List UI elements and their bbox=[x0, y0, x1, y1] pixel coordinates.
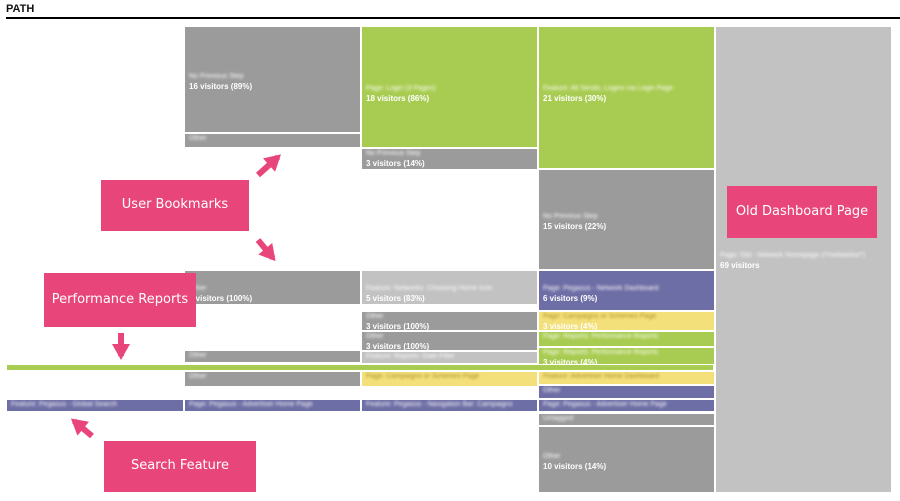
cell-value: 3 visitors (4%) bbox=[543, 358, 598, 365]
cell-label: No Previous Step bbox=[189, 73, 244, 80]
path-cell-c18[interactable]: Page: Campaigns or Schemes Page 3 visitor… bbox=[538, 311, 715, 331]
path-cell-c14[interactable]: Feature: Pegasus - Navigation Bar: Campa… bbox=[361, 399, 538, 412]
cell-value: 3 visitors (4%) bbox=[543, 322, 598, 331]
cell-value: 3 visitors (100%) bbox=[366, 322, 430, 331]
cell-label: No Previous Step bbox=[366, 150, 421, 157]
cell-value: 15 visitors (22%) bbox=[543, 222, 607, 231]
cell-value: 3 visitors (14%) bbox=[366, 159, 425, 168]
cell-value: 69 visitors bbox=[720, 261, 760, 270]
path-cell-c8[interactable]: No Previous Step 3 visitors (14%) bbox=[361, 148, 538, 170]
path-cell-c13[interactable]: Page: Campaigns or Schemes Page bbox=[361, 371, 538, 387]
path-cell-c25[interactable]: Untagged bbox=[538, 413, 715, 426]
path-header: PATH bbox=[6, 3, 900, 19]
cell-label: Other bbox=[543, 387, 561, 394]
cell-label: Page: Reports: Performance Reports bbox=[543, 333, 659, 340]
cell-label: Other bbox=[189, 373, 207, 380]
path-cell-c20[interactable]: Page: Reports: Performance Reports 3 visi… bbox=[538, 347, 715, 365]
path-cell-c6[interactable]: Page: Pegasus - Advertiser Home Page bbox=[184, 399, 361, 412]
path-cell-c11[interactable]: Other 3 visitors (100%) bbox=[361, 331, 538, 351]
path-cell-c5[interactable]: Other bbox=[184, 371, 361, 387]
path-cell-c4[interactable]: Other bbox=[184, 350, 361, 363]
callout-dashboard: Old Dashboard Page bbox=[727, 186, 877, 238]
path-cell-c17[interactable]: Page: Pegasus - Network Dashboard 6 visit… bbox=[538, 270, 715, 311]
path-cell-c23[interactable]: Page: Pegasus - Advertiser Home Page bbox=[538, 399, 715, 412]
path-cell-c3[interactable]: Other 6 visitors (100%) bbox=[184, 270, 361, 305]
cell-label: Page: Login (3 Pages) bbox=[366, 85, 436, 92]
path-cell-c22[interactable]: Other bbox=[538, 385, 715, 399]
cell-value: 6 visitors (100%) bbox=[189, 294, 253, 303]
cell-label: Page: Campaigns or Schemes Page bbox=[543, 313, 657, 320]
cell-label: Feature: Networks: Choosing Home Icon bbox=[366, 285, 493, 292]
cell-value: 18 visitors (86%) bbox=[366, 94, 430, 103]
cell-label: Page: Reports: Performance Reports bbox=[543, 349, 659, 356]
path-cell-c19[interactable]: Page: Reports: Performance Reports bbox=[538, 331, 715, 347]
callout-search: Search Feature bbox=[104, 441, 256, 492]
cell-value: 5 visitors (83%) bbox=[366, 294, 425, 303]
path-header-label: PATH bbox=[6, 3, 35, 15]
cell-label: Feature: Pegasus - Global Search bbox=[11, 401, 117, 408]
cell-label: No Previous Step bbox=[543, 213, 598, 220]
path-cell-c10[interactable]: Other 3 visitors (100%) bbox=[361, 311, 538, 331]
cell-label: Other bbox=[189, 135, 207, 142]
cell-label: Other bbox=[543, 453, 561, 460]
callout-performance: Performance Reports bbox=[44, 273, 196, 327]
cell-label: Feature: All Sends, Logins via Login Pag… bbox=[543, 85, 673, 92]
path-cell-c7[interactable]: Page: Login (3 Pages) 18 visitors (86%) bbox=[361, 26, 538, 148]
cell-value: 3 visitors (100%) bbox=[366, 342, 430, 351]
cell-label: Page: Pegasus - Network Dashboard bbox=[543, 285, 659, 292]
cell-label: Other bbox=[189, 285, 207, 292]
cell-label: Feature: Pegasus - Navigation Bar: Campa… bbox=[366, 401, 513, 408]
cell-label: Page: Pegasus - Advertiser Home Page bbox=[543, 401, 667, 408]
callout-bookmarks: User Bookmarks bbox=[101, 180, 249, 231]
cell-label: Other bbox=[366, 313, 384, 320]
cell-label: Page: Old - Network Homepage (/*/network… bbox=[720, 252, 866, 259]
cell-value: 16 visitors (89%) bbox=[189, 82, 253, 91]
path-cell-c26[interactable]: Other 10 visitors (14%) bbox=[538, 426, 715, 493]
path-cell-c21[interactable]: Feature: Advertiser Home Dashboard bbox=[538, 371, 715, 385]
path-cell-c16[interactable]: No Previous Step 15 visitors (22%) bbox=[538, 169, 715, 270]
cell-label: Page: Campaigns or Schemes Page bbox=[366, 373, 480, 380]
path-cell-c27[interactable]: Page: Old - Network Homepage (/*/network… bbox=[715, 26, 892, 493]
cell-label: Other bbox=[366, 333, 384, 340]
cell-value: 10 visitors (14%) bbox=[543, 462, 607, 471]
path-cell-c9[interactable]: Feature: Networks: Choosing Home Icon 5 v… bbox=[361, 270, 538, 305]
path-cell-c15[interactable]: Feature: All Sends, Logins via Login Pag… bbox=[538, 26, 715, 169]
cell-label: Page: Pegasus - Advertiser Home Page bbox=[189, 401, 313, 408]
cell-label: Feature: Advertiser Home Dashboard bbox=[543, 373, 659, 380]
path-cell-c12[interactable]: Feature: Reports: Date Filter bbox=[361, 351, 538, 364]
path-cell-c2[interactable]: Other bbox=[184, 133, 361, 148]
path-cell-c29[interactable]: Feature: Pegasus - Global Search bbox=[6, 399, 184, 412]
cell-label: Feature: Reports: Date Filter bbox=[366, 353, 455, 360]
cell-value: 6 visitors (9%) bbox=[543, 294, 598, 303]
path-cell-c28[interactable] bbox=[6, 364, 714, 371]
cell-label: Untagged bbox=[543, 415, 574, 422]
path-cell-c1[interactable]: No Previous Step 16 visitors (89%) bbox=[184, 26, 361, 133]
cell-label: Other bbox=[189, 352, 207, 359]
cell-value: 21 visitors (30%) bbox=[543, 94, 607, 103]
